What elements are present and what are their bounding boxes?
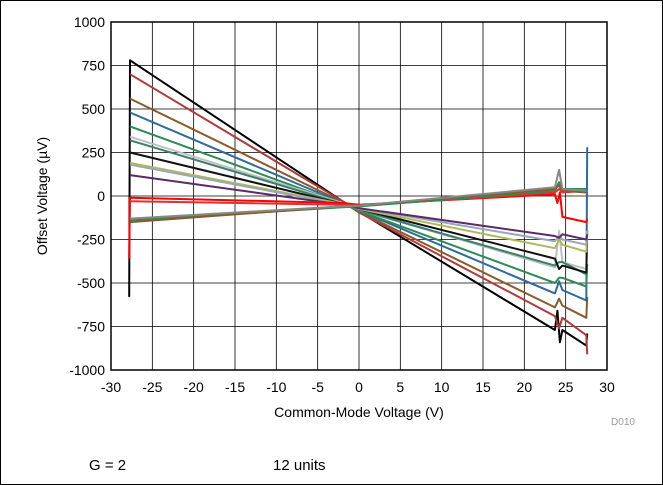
x-tick-label: 10 bbox=[434, 379, 450, 395]
x-tick-label: 15 bbox=[475, 379, 491, 395]
y-tick-label: 0 bbox=[97, 188, 105, 204]
x-tick-label: 0 bbox=[355, 379, 363, 395]
y-tick-label: 500 bbox=[82, 101, 106, 117]
y-tick-label: -250 bbox=[77, 232, 105, 248]
document-id: D010 bbox=[611, 417, 635, 428]
x-tick-label: 30 bbox=[599, 379, 615, 395]
x-tick-label: -25 bbox=[142, 379, 162, 395]
y-tick-label: -1000 bbox=[69, 362, 105, 378]
y-tick-label: -750 bbox=[77, 319, 105, 335]
x-tick-label: 20 bbox=[517, 379, 533, 395]
y-tick-label: 750 bbox=[82, 58, 106, 74]
gain-note: G = 2 bbox=[89, 457, 127, 474]
y-axis-label: Offset Voltage (µV) bbox=[34, 137, 50, 255]
series-lines bbox=[128, 59, 589, 355]
y-tick-label: -500 bbox=[77, 275, 105, 291]
x-tick-label: -10 bbox=[266, 379, 286, 395]
x-axis-label: Common-Mode Voltage (V) bbox=[274, 404, 444, 420]
x-tick-label: 5 bbox=[396, 379, 404, 395]
y-tick-label: 250 bbox=[82, 145, 106, 161]
y-tick-label: 1000 bbox=[74, 14, 105, 30]
x-tick-labels: -30 -25 -20 -15 -10 -5 0 5 10 15 20 25 30 bbox=[101, 379, 615, 395]
x-tick-label: -20 bbox=[184, 379, 204, 395]
y-tick-labels: 1000 750 500 250 0 -250 -500 -750 -1000 bbox=[69, 14, 105, 378]
plot-frame bbox=[110, 21, 608, 371]
series-line-16 bbox=[129, 168, 587, 220]
x-tick-label: -30 bbox=[101, 379, 121, 395]
x-tick-label: 25 bbox=[558, 379, 574, 395]
x-tick-label: -15 bbox=[225, 379, 245, 395]
series-line-13 bbox=[129, 188, 587, 207]
units-note: 12 units bbox=[273, 457, 326, 474]
x-tick-label: -5 bbox=[311, 379, 324, 395]
series-line-12 bbox=[128, 191, 589, 259]
